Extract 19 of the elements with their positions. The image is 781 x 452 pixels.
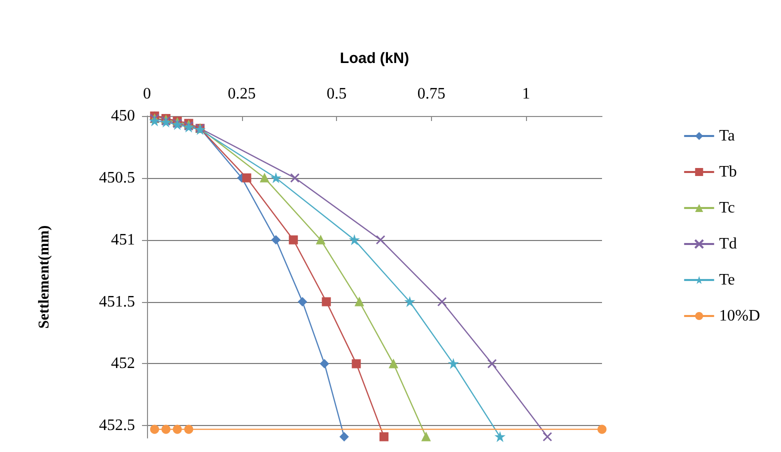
legend-label: Tb [719, 164, 737, 180]
legend-label: Ta [719, 128, 735, 144]
y-tick-label: 450 [111, 108, 135, 124]
legend-label: Td [719, 236, 737, 252]
legend-label: 10%D [719, 308, 760, 324]
legend-label: Te [719, 272, 735, 288]
x-tick-label: 0.5 [326, 86, 347, 102]
y-tick-label: 451.5 [99, 293, 135, 310]
y-tick-label: 450.5 [99, 169, 135, 186]
y-tick-label: 451 [111, 231, 135, 248]
y-tick-label: 452 [111, 355, 135, 372]
x-tick-label: 1 [522, 86, 530, 102]
y-axis-title: Settlement(mm) [36, 225, 52, 329]
x-tick-label: 0.75 [417, 86, 446, 102]
y-tick-label: 452.5 [99, 417, 135, 434]
x-tick-label: 0 [143, 86, 151, 102]
x-tick-label: 0.25 [228, 86, 256, 102]
legend-label: Tc [719, 200, 735, 216]
x-axis-title: Load (kN) [340, 50, 410, 67]
